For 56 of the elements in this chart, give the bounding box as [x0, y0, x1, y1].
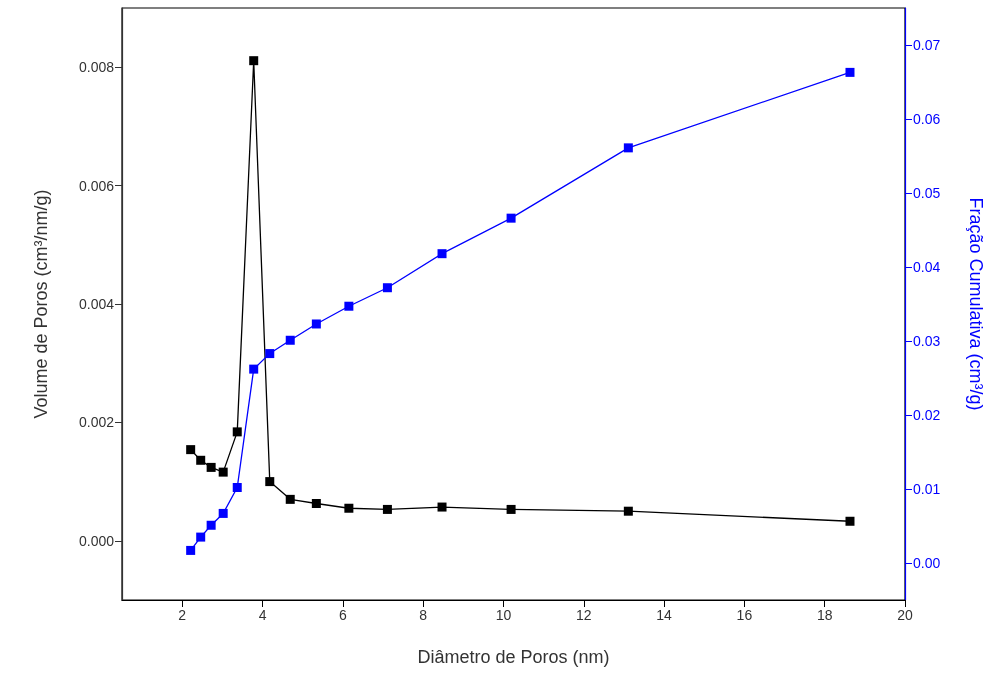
- y-axis-title: Volume de Poros (cm³/nm/g): [31, 189, 51, 419]
- x-tick-label: 16: [736, 607, 753, 623]
- point: [344, 503, 354, 513]
- point: [249, 56, 259, 66]
- y-tick-label: 0.008: [78, 59, 115, 76]
- point: [382, 283, 392, 293]
- y2-tick-label: 0.02: [913, 407, 941, 423]
- x-tick-label: 18: [816, 607, 833, 623]
- y2-tick-label: 0.03: [913, 333, 941, 349]
- point: [218, 508, 228, 518]
- x-tick-label: 8: [419, 607, 428, 623]
- y2-tick-label: 0.04: [913, 259, 941, 275]
- point: [437, 249, 447, 259]
- point: [285, 494, 295, 504]
- point: [232, 483, 242, 493]
- point: [311, 499, 321, 508]
- x-axis-title: Diâmetro de Poros (nm): [417, 647, 610, 667]
- x-tick-label: 14: [656, 607, 673, 623]
- point: [845, 516, 855, 526]
- point: [249, 364, 259, 374]
- x-tick-label: 6: [338, 607, 347, 623]
- point: [186, 445, 196, 455]
- point: [506, 213, 516, 223]
- point: [265, 477, 275, 487]
- point: [506, 504, 516, 514]
- point: [218, 467, 228, 477]
- point: [232, 427, 242, 437]
- y-tick-label: 0.002: [78, 414, 115, 431]
- y-tick-label: 0.004: [78, 296, 115, 312]
- point: [265, 349, 275, 359]
- y2-tick-label: 0.07: [913, 37, 941, 53]
- y-tick-label: 0.000: [78, 532, 115, 549]
- y2-tick-label: 0.05: [913, 185, 941, 201]
- y2-tick-label: 0.01: [913, 481, 941, 497]
- point: [285, 335, 295, 345]
- point: [311, 319, 321, 329]
- point: [845, 67, 855, 77]
- point: [186, 545, 196, 555]
- point: [196, 532, 206, 542]
- x-tick-label: 4: [258, 607, 267, 623]
- y2-tick-label: 0.00: [913, 555, 941, 571]
- point: [206, 520, 216, 530]
- x-tick-label: 12: [575, 607, 592, 623]
- point: [623, 143, 633, 153]
- point: [344, 301, 354, 311]
- point: [206, 462, 216, 472]
- point: [437, 502, 447, 512]
- x-tick-label: 10: [495, 607, 512, 623]
- x-tick-label: 20: [897, 607, 913, 623]
- x-tick-label: 2: [178, 607, 187, 623]
- point: [196, 455, 206, 465]
- y2-axis-title: Fração Cumulativa (cm³/g): [966, 197, 986, 411]
- y-tick-label: 0.006: [78, 177, 115, 194]
- point: [623, 506, 633, 516]
- point: [382, 504, 392, 514]
- y2-tick-label: 0.06: [913, 111, 941, 127]
